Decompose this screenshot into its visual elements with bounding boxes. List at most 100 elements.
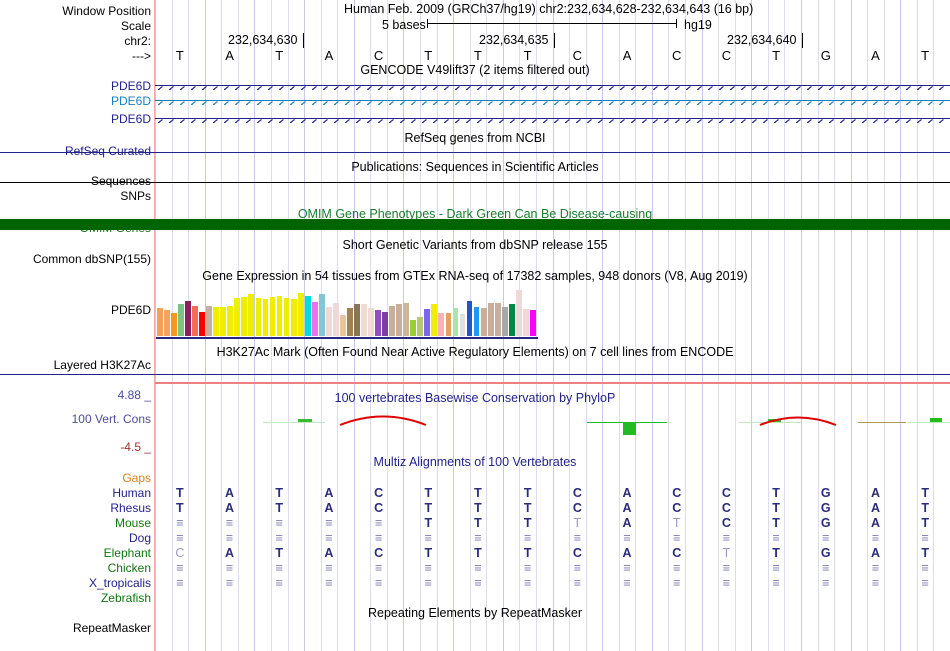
gtex-tissue-bar[interactable] — [234, 298, 241, 336]
gtex-tissue-bar[interactable] — [382, 311, 388, 336]
gtex-tissue-bar[interactable] — [466, 300, 473, 336]
gtex-tissue-bar[interactable] — [276, 295, 283, 336]
strand-arrow-left-icon — [718, 97, 724, 105]
gene-track-row[interactable] — [155, 96, 950, 105]
gtex-tissue-bar[interactable] — [325, 306, 332, 336]
gtex-tissue-bar[interactable] — [220, 306, 227, 336]
sidebar-item-repeatmasker[interactable]: RepeatMasker — [72, 621, 151, 635]
gtex-tissue-bar[interactable] — [157, 307, 163, 336]
gtex-tissue-bar[interactable] — [227, 305, 234, 336]
gtex-tissue-bar[interactable] — [332, 303, 339, 336]
gtex-tissue-bar[interactable] — [255, 297, 262, 336]
gtex-tissue-bar[interactable] — [297, 292, 304, 336]
strand-arrow-left-icon — [872, 97, 878, 105]
gtex-tissue-bar[interactable] — [213, 306, 220, 336]
gtex-tissue-bar[interactable] — [522, 309, 529, 336]
gtex-tissue-bar[interactable] — [185, 300, 191, 336]
sidebar-item-species-x_tropicalis[interactable]: X_tropicalis — [88, 576, 151, 590]
multiz-row[interactable]: ≡ ≡ ≡ ≡ ≡ ≡ ≡ ≡ ≡ ≡ ≡ ≡ ≡ ≡ ≡ ≡ — [155, 561, 950, 576]
sidebar-item-layered-h3k27ac[interactable]: Layered H3K27Ac — [53, 358, 151, 372]
multiz-row[interactable]: ≡ ≡ ≡ ≡ ≡ ≡ ≡ ≡ ≡ ≡ ≡ ≡ ≡ ≡ ≡ ≡ — [155, 531, 950, 546]
gtex-tissue-bar[interactable] — [452, 308, 459, 336]
gtex-tissue-bar[interactable] — [424, 309, 431, 336]
gtex-tissue-bar[interactable] — [290, 299, 297, 336]
sidebar-item-sequences[interactable]: Sequences — [90, 174, 151, 188]
gtex-tissue-bar[interactable] — [389, 305, 396, 336]
gtex-tissue-bar[interactable] — [354, 304, 360, 336]
gene-track-row[interactable] — [155, 114, 950, 123]
multiz-gap-mark: ≡ — [424, 531, 432, 545]
omim-gene-bar[interactable] — [0, 219, 950, 230]
sidebar-item-species-human[interactable]: Human — [112, 486, 151, 500]
conservation-arc[interactable] — [338, 410, 428, 428]
gtex-tissue-bar[interactable] — [164, 310, 170, 336]
chrom-label[interactable]: chr2: — [124, 34, 151, 48]
gtex-tissue-bar[interactable] — [508, 304, 515, 336]
gtex-tissue-bar[interactable] — [199, 311, 206, 336]
gtex-tissue-bar[interactable] — [480, 307, 487, 336]
gtex-tissue-bar[interactable] — [347, 308, 353, 336]
conservation-arc[interactable] — [758, 410, 838, 428]
sidebar-item-species-mouse[interactable]: Mouse — [114, 516, 151, 530]
gtex-tissue-bar[interactable] — [311, 301, 318, 336]
strand-arrow-left-icon — [641, 115, 647, 123]
sidebar-item-gaps[interactable]: Gaps — [122, 471, 151, 485]
gtex-tissue-bar[interactable] — [171, 312, 177, 336]
gtex-tissue-bar[interactable] — [269, 296, 276, 336]
gtex-tissue-bar[interactable] — [431, 304, 438, 336]
gtex-tissue-bar[interactable] — [494, 302, 501, 336]
sidebar-item-gencode2-pde6d[interactable]: PDE6D — [110, 94, 151, 108]
conservation-bar[interactable] — [298, 419, 312, 422]
sidebar-item-100-vert-cons[interactable]: 100 Vert. Cons — [71, 412, 151, 426]
gtex-tissue-bar[interactable] — [515, 290, 522, 336]
gtex-tissue-bar[interactable] — [262, 299, 269, 336]
gtex-tissue-bar[interactable] — [361, 304, 367, 336]
conservation-bar[interactable] — [930, 418, 942, 422]
sidebar-item-gtex-pde6d[interactable]: PDE6D — [110, 303, 151, 317]
gtex-tissue-bar[interactable] — [529, 310, 536, 336]
gtex-tissue-bar[interactable] — [304, 295, 311, 336]
sidebar-item-refseq-pde6d[interactable]: PDE6D — [110, 112, 151, 126]
gtex-tissue-bar[interactable] — [473, 306, 480, 336]
gtex-tissue-bar[interactable] — [396, 304, 403, 336]
gtex-tissue-bar[interactable] — [318, 294, 325, 336]
gtex-tissue-bar[interactable] — [417, 316, 424, 336]
gtex-tissue-bar[interactable] — [248, 294, 255, 336]
sidebar-item-species-chicken[interactable]: Chicken — [107, 561, 151, 575]
gtex-tissue-bar[interactable] — [283, 298, 290, 336]
gtex-tissue-bar[interactable] — [375, 310, 381, 336]
sidebar-item-species-dog[interactable]: Dog — [128, 531, 151, 545]
gtex-tissue-bar[interactable] — [410, 320, 417, 336]
multiz-row[interactable] — [155, 591, 950, 606]
gtex-tissue-bar[interactable] — [206, 305, 213, 336]
gtex-tissue-bar[interactable] — [487, 303, 494, 336]
sidebar-item-species-zebrafish[interactable]: Zebrafish — [100, 591, 151, 605]
multiz-row[interactable]: ≡ ≡ ≡ ≡ ≡ T T T T A T C T G A T — [155, 516, 950, 531]
gtex-tissue-bar[interactable] — [339, 315, 346, 336]
gtex-tissue-bar[interactable] — [403, 302, 410, 336]
gtex-tissue-bar[interactable] — [445, 313, 452, 336]
phylop-conservation-plot[interactable] — [155, 392, 950, 450]
gtex-tissue-bar[interactable] — [501, 306, 508, 336]
gtex-tissue-bar[interactable] — [192, 305, 198, 336]
multiz-row[interactable]: ≡ ≡ ≡ ≡ ≡ ≡ ≡ ≡ ≡ ≡ ≡ ≡ ≡ ≡ ≡ ≡ — [155, 576, 950, 591]
strand-arrow-left-icon — [652, 115, 658, 123]
gtex-tissue-bar[interactable] — [459, 314, 466, 336]
sidebar-item-species-rhesus[interactable]: Rhesus — [110, 501, 151, 515]
gtex-tissue-bar[interactable] — [178, 304, 184, 336]
sidebar-item-gencode-pde6d[interactable]: PDE6D — [110, 79, 151, 93]
sidebar-item-refseq-curated[interactable]: RefSeq Curated — [64, 144, 151, 158]
gtex-expression-barchart[interactable] — [157, 288, 537, 336]
sidebar-item-species-elephant[interactable]: Elephant — [103, 546, 151, 560]
gtex-tissue-bar[interactable] — [368, 307, 374, 336]
gtex-tissue-bar[interactable] — [241, 296, 248, 336]
gene-track-row[interactable] — [155, 81, 950, 90]
conservation-bar[interactable] — [623, 422, 636, 435]
gtex-tissue-bar[interactable] — [438, 312, 445, 336]
sidebar-item-common-dbsnp[interactable]: Common dbSNP(155) — [32, 252, 151, 266]
sidebar-item-snps[interactable]: SNPs — [120, 189, 151, 203]
